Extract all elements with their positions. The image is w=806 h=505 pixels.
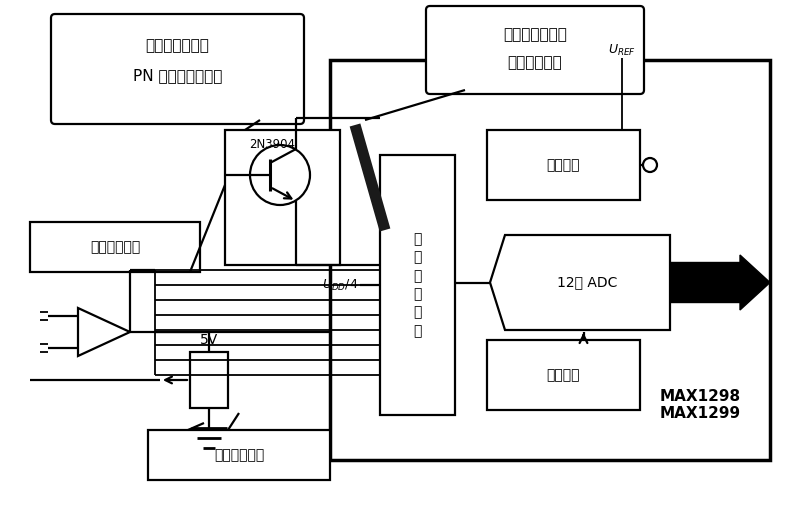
Text: 2N3904: 2N3904 [249,138,295,151]
Text: 测量本地温度: 测量本地温度 [508,56,563,71]
Text: 5V: 5V [200,333,218,347]
Text: $U_{DD}/4$: $U_{DD}/4$ [322,277,358,292]
Bar [487,340,640,410]
Text: 内部基准: 内部基准 [546,158,580,172]
FancyArrow shape [670,255,770,310]
Polygon shape [490,235,670,330]
Text: 内部温度传感器: 内部温度传感器 [503,27,567,42]
Text: 测量差分电压: 测量差分电压 [90,240,140,254]
Bar [380,155,455,415]
FancyBboxPatch shape [426,6,644,94]
Text: 内部时钟: 内部时钟 [546,368,580,382]
Bar [30,222,200,272]
Text: MAX1298
MAX1299: MAX1298 MAX1299 [659,389,741,421]
Text: 12位 ADC: 12位 ADC [557,276,617,289]
Bar [225,130,340,265]
Text: 串行
接口: 串行 接口 [717,265,733,295]
Text: 仅用一个简单的: 仅用一个简单的 [146,38,210,54]
Bar [148,430,330,480]
Bar [190,352,228,408]
Text: 多
路
转
换
开
关: 多 路 转 换 开 关 [413,232,422,338]
Bar [487,130,640,200]
FancyBboxPatch shape [51,14,304,124]
Bar [330,60,770,460]
Text: $U_{REF}$: $U_{REF}$ [608,42,636,58]
Text: 测量单端电压: 测量单端电压 [214,448,264,462]
Text: PN 结测量远程温度: PN 结测量远程温度 [133,69,222,83]
